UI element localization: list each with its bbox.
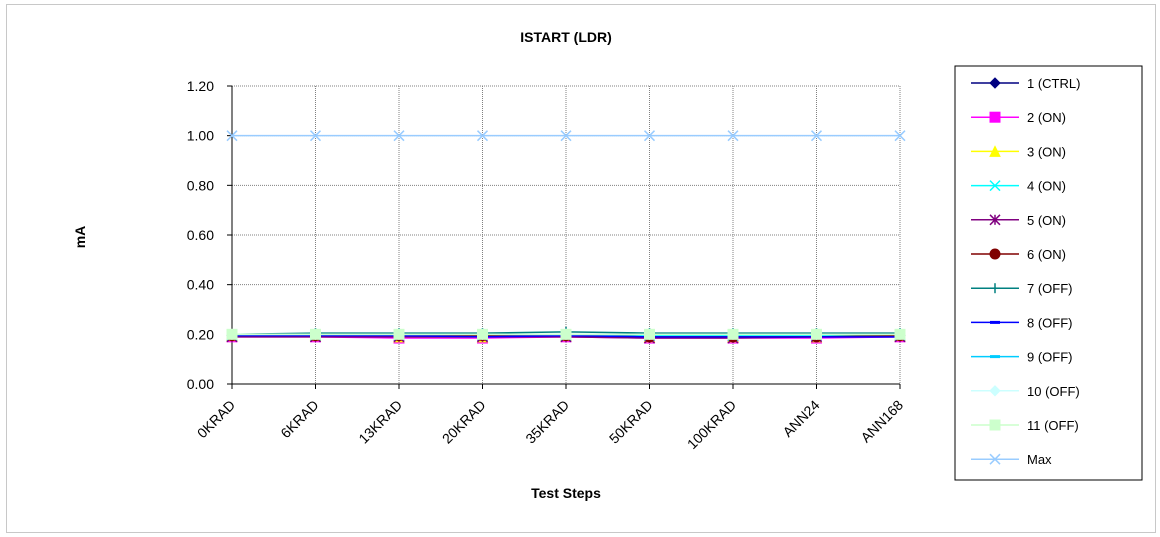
y-tick-label: 0.60 bbox=[187, 227, 214, 243]
legend-box bbox=[954, 65, 1143, 481]
legend-marker bbox=[989, 248, 1001, 260]
x-tick-label: 100KRAD bbox=[684, 397, 739, 452]
data-point bbox=[476, 130, 489, 142]
x-tick-label: 0KRAD bbox=[194, 397, 238, 441]
y-tick-label: 1.20 bbox=[187, 78, 214, 94]
data-point bbox=[393, 130, 405, 142]
x-tick-label: 35KRAD bbox=[522, 397, 572, 447]
legend-marker bbox=[989, 419, 1001, 431]
x-tick-label: 13KRAD bbox=[355, 397, 405, 447]
data-point bbox=[560, 130, 572, 142]
legend-label: 11 (OFF) bbox=[1027, 418, 1079, 433]
data-point bbox=[393, 328, 405, 340]
legend-marker bbox=[989, 453, 1001, 465]
data-point bbox=[226, 328, 238, 340]
x-tick-label: 6KRAD bbox=[277, 397, 321, 441]
legend-marker bbox=[989, 145, 1001, 157]
data-point bbox=[226, 130, 238, 142]
legend-label: 3 (ON) bbox=[1027, 144, 1066, 159]
legend-label: 7 (OFF) bbox=[1027, 281, 1073, 296]
data-point bbox=[894, 130, 906, 142]
data-point bbox=[810, 130, 823, 142]
x-tick-label: ANN168 bbox=[857, 397, 906, 446]
legend-marker bbox=[989, 77, 1001, 89]
data-point bbox=[644, 328, 655, 340]
y-tick-label: 0.20 bbox=[187, 326, 214, 342]
data-point bbox=[560, 328, 572, 340]
legend-marker bbox=[989, 214, 1001, 226]
data-point bbox=[727, 328, 739, 340]
data-point bbox=[309, 130, 322, 142]
data-point bbox=[894, 328, 906, 340]
y-tick-label: 1.00 bbox=[187, 128, 214, 144]
legend-label: 8 (OFF) bbox=[1027, 315, 1073, 330]
legend-label: 10 (OFF) bbox=[1027, 384, 1080, 399]
legend-label: 2 (ON) bbox=[1027, 110, 1066, 125]
legend-label: 6 (ON) bbox=[1027, 247, 1066, 262]
y-tick-label: 0.00 bbox=[187, 376, 214, 392]
x-tick-label: 50KRAD bbox=[606, 397, 656, 447]
legend-label: 9 (OFF) bbox=[1027, 350, 1073, 365]
data-point bbox=[477, 328, 488, 340]
legend-label: 4 (ON) bbox=[1027, 179, 1066, 194]
x-tick-label: 20KRAD bbox=[439, 397, 489, 447]
legend-label: 5 (ON) bbox=[1027, 213, 1066, 228]
data-point bbox=[727, 130, 739, 142]
y-tick-label: 0.80 bbox=[187, 177, 214, 193]
legend-marker bbox=[989, 385, 1001, 397]
data-point bbox=[310, 328, 321, 340]
legend-marker bbox=[989, 111, 1001, 123]
x-tick-label: ANN24 bbox=[779, 397, 822, 440]
data-point bbox=[643, 130, 656, 142]
legend-marker bbox=[989, 180, 1001, 192]
x-axis-label: Test Steps bbox=[531, 485, 601, 501]
legend-marker bbox=[990, 283, 1000, 294]
y-axis-label: mA bbox=[72, 226, 88, 249]
y-tick-label: 0.40 bbox=[187, 277, 214, 293]
data-point bbox=[811, 328, 822, 340]
legend-label: Max bbox=[1027, 452, 1052, 467]
legend-label: 1 (CTRL) bbox=[1027, 76, 1080, 91]
chart-title: ISTART (LDR) bbox=[520, 29, 612, 45]
